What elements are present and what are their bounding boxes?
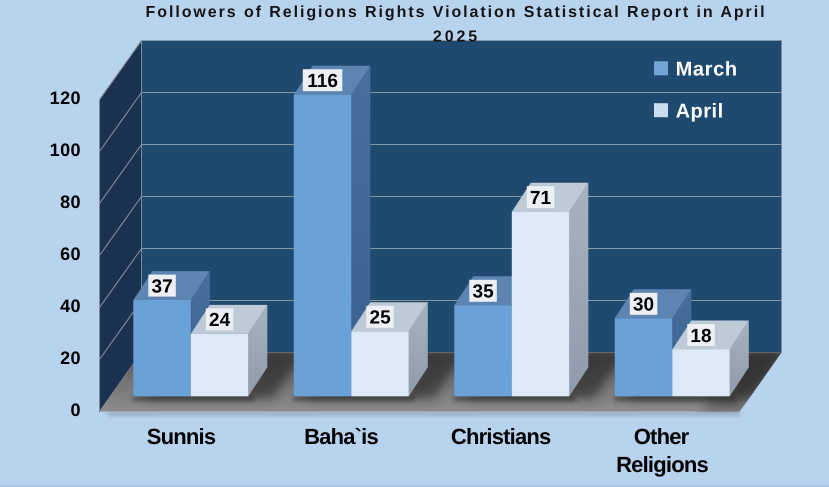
svg-text:Religions: Religions (616, 452, 708, 477)
svg-text:120: 120 (50, 88, 81, 108)
svg-text:80: 80 (60, 192, 81, 212)
svg-text:2025: 2025 (433, 29, 480, 46)
svg-text:April: April (676, 101, 724, 123)
svg-text:Followers of Religions Rights: Followers of Religions Rights Violation … (146, 4, 767, 21)
svg-text:37: 37 (152, 276, 173, 297)
svg-text:Other: Other (634, 424, 690, 449)
svg-text:71: 71 (530, 188, 552, 209)
svg-text:18: 18 (690, 326, 711, 347)
svg-text:24: 24 (209, 310, 231, 331)
svg-text:Christians: Christians (451, 424, 551, 449)
svg-text:30: 30 (633, 295, 654, 316)
svg-text:Baha`is: Baha`is (304, 424, 378, 449)
svg-text:100: 100 (50, 140, 81, 160)
svg-text:35: 35 (473, 282, 495, 303)
svg-text:Sunnis: Sunnis (147, 424, 216, 449)
svg-text:25: 25 (370, 308, 392, 329)
svg-text:116: 116 (307, 71, 338, 92)
svg-text:60: 60 (60, 244, 81, 264)
svg-text:0: 0 (71, 400, 81, 420)
svg-text:March: March (676, 59, 738, 81)
svg-text:40: 40 (60, 296, 81, 316)
svg-text:20: 20 (60, 348, 81, 368)
